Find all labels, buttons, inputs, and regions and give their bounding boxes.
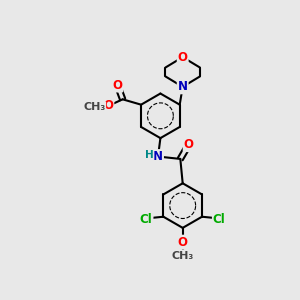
Text: H: H [145, 150, 154, 160]
Text: CH₃: CH₃ [172, 250, 194, 260]
Text: O: O [184, 138, 194, 151]
Text: N: N [153, 150, 163, 163]
Text: O: O [112, 79, 122, 92]
Text: CH₃: CH₃ [83, 102, 105, 112]
Text: O: O [178, 51, 188, 64]
Text: Cl: Cl [213, 213, 226, 226]
Text: O: O [178, 236, 188, 249]
Text: N: N [178, 80, 188, 93]
Text: O: O [103, 99, 113, 112]
Text: Cl: Cl [140, 213, 152, 226]
